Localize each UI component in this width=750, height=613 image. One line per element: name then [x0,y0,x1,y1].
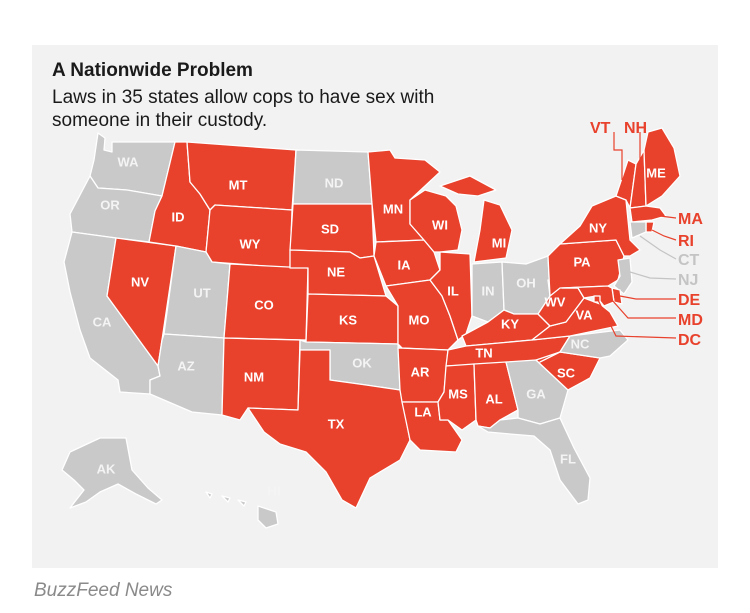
label-NE: NE [327,264,345,279]
label-VA: VA [575,307,593,322]
label-OR: OR [100,197,120,212]
label-MO: MO [409,312,430,327]
label-KS: KS [339,312,357,327]
leader-DE [619,295,676,300]
leader-RI [651,229,677,241]
label-NC: NC [571,336,590,351]
label-OH: OH [516,275,536,290]
label-IL: IL [447,283,459,298]
label-SC: SC [557,365,576,380]
callout-CT: CT [678,252,700,269]
state-MA [629,205,667,223]
callout-DC: DC [678,332,702,349]
label-OK: OK [352,355,372,370]
leader-NJ [629,271,677,280]
label-PA: PA [573,254,591,269]
state-AK [61,437,163,509]
label-WY: WY [240,236,261,251]
map-subtitle: Laws in 35 states allow cops to have sex… [52,87,435,131]
label-FL: FL [560,451,576,466]
state-MI [439,175,513,263]
label-ND: ND [325,175,344,190]
label-MN: MN [383,201,403,216]
callout-DE: DE [678,292,701,309]
label-AK: AK [97,461,116,476]
state-WI [409,189,463,253]
leader-VT [613,132,623,180]
callout-NH: NH [624,120,647,137]
label-TN: TN [475,345,492,360]
label-ID: ID [172,209,185,224]
leader-CT [639,235,677,260]
label-AR: AR [411,364,430,379]
state-FL [477,417,591,505]
label-NM: NM [244,369,264,384]
label-CA: CA [93,314,112,329]
label-MI: MI [492,235,506,250]
label-MS: MS [448,386,468,401]
label-LA: LA [414,404,432,419]
state-CT [629,221,647,239]
label-GA: GA [526,386,546,401]
leader-MA [659,215,677,219]
label-IN: IN [482,283,495,298]
label-NV: NV [131,274,149,289]
state-NY [559,195,641,257]
label-WV: WV [545,294,566,309]
label-MT: MT [229,177,248,192]
leader-MD [611,299,676,319]
state-MD [561,285,615,307]
label-NY: NY [589,220,607,235]
callout-NJ: NJ [678,272,698,289]
label-AZ: AZ [177,358,194,373]
map-title: A Nationwide Problem [52,60,253,81]
callout-VT: VT [590,120,611,137]
label-IA: IA [398,257,412,272]
leader-DC [597,299,677,339]
label-WI: WI [432,217,448,232]
label-ME: ME [646,165,666,180]
state-IL [429,251,473,341]
callout-RI: RI [678,233,694,250]
label-UT: UT [193,285,210,300]
label-KY: KY [501,316,519,331]
label-TX: TX [328,416,345,431]
label-AL: AL [485,391,502,406]
source-credit: BuzzFeed News [34,580,173,601]
state-HI [205,491,279,529]
state-ME [643,127,681,207]
label-CO: CO [254,297,274,312]
callout-MD: MD [678,312,703,329]
state-AZ [149,333,225,416]
state-NC [539,329,629,363]
label-SD: SD [321,221,339,236]
label-WA: WA [118,154,140,169]
state-TX [247,349,411,509]
label-HI: HI [268,483,281,498]
state-NJ [613,257,633,295]
callout-MA: MA [678,211,703,228]
state-MT [186,141,297,211]
